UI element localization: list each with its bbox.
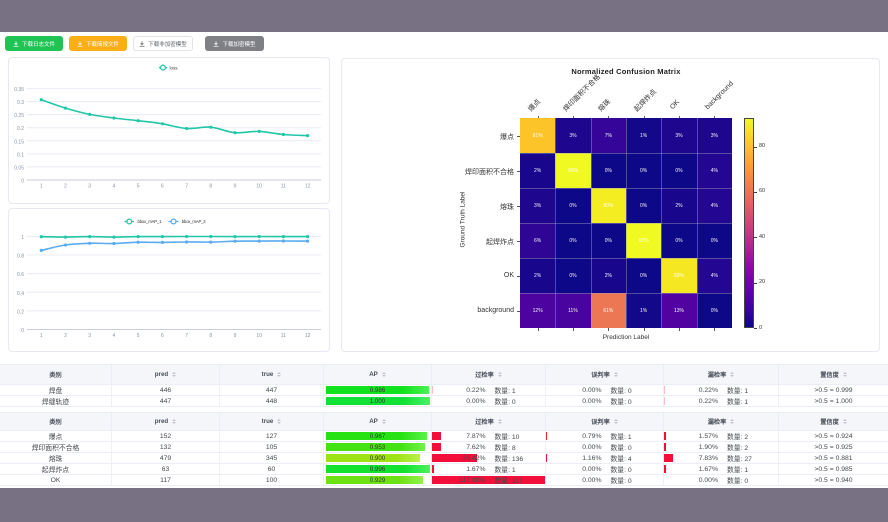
- svg-text:1: 1: [21, 235, 24, 241]
- svg-text:2: 2: [64, 184, 67, 190]
- svg-text:0.3: 0.3: [17, 100, 24, 106]
- svg-text:bbox_mAP_2: bbox_mAP_2: [182, 219, 207, 224]
- svg-text:9: 9: [234, 184, 237, 190]
- svg-text:4: 4: [113, 184, 116, 190]
- svg-text:0.05: 0.05: [14, 165, 24, 171]
- svg-text:3: 3: [88, 184, 91, 190]
- svg-text:12: 12: [305, 333, 311, 339]
- svg-text:10: 10: [256, 184, 262, 190]
- svg-text:0.1: 0.1: [17, 152, 24, 158]
- svg-text:10: 10: [256, 333, 262, 339]
- svg-text:11: 11: [281, 333, 286, 339]
- svg-text:0: 0: [21, 328, 24, 334]
- svg-text:0.8: 0.8: [17, 254, 24, 260]
- svg-text:12: 12: [305, 184, 311, 190]
- svg-text:8: 8: [209, 333, 212, 339]
- svg-text:7: 7: [185, 333, 188, 339]
- svg-text:9: 9: [234, 333, 237, 339]
- svg-text:6: 6: [161, 333, 164, 339]
- svg-text:7: 7: [185, 184, 188, 190]
- svg-text:8: 8: [209, 184, 212, 190]
- svg-text:6: 6: [161, 184, 164, 190]
- svg-text:5: 5: [137, 333, 140, 339]
- svg-text:0.25: 0.25: [14, 113, 24, 119]
- svg-text:0: 0: [21, 179, 24, 185]
- svg-text:1: 1: [40, 333, 43, 339]
- svg-text:0.6: 0.6: [17, 272, 24, 278]
- svg-text:3: 3: [88, 333, 91, 339]
- svg-text:11: 11: [281, 184, 286, 190]
- svg-text:2: 2: [64, 333, 67, 339]
- svg-text:bbox_mAP_1: bbox_mAP_1: [138, 219, 163, 224]
- svg-text:0.35: 0.35: [14, 87, 24, 93]
- svg-text:0.2: 0.2: [17, 309, 24, 315]
- svg-text:0.15: 0.15: [14, 139, 24, 145]
- svg-text:loss: loss: [170, 65, 179, 70]
- svg-text:0.2: 0.2: [17, 126, 24, 132]
- svg-text:4: 4: [113, 333, 116, 339]
- svg-text:0.4: 0.4: [17, 291, 24, 297]
- svg-text:1: 1: [40, 184, 43, 190]
- svg-text:5: 5: [137, 184, 140, 190]
